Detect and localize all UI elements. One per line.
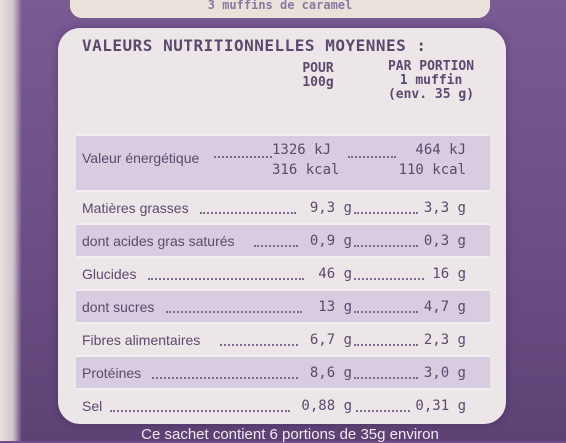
row-name: Protéines — [82, 365, 142, 381]
nutrition-label: VALEURS NUTRITIONNELLES MOYENNES : POUR … — [58, 28, 506, 424]
leader-dots — [354, 311, 418, 313]
row-name: Glucides — [82, 266, 137, 282]
leader-dots — [166, 311, 302, 313]
top-strip: 3 muffins de caramel — [70, 0, 490, 18]
leader-dots — [220, 344, 298, 346]
left-edge — [0, 0, 22, 441]
leader-dots — [354, 377, 418, 379]
table-row: dont acides gras saturés 0,9 g 0,3 g — [76, 223, 490, 256]
table-row: Fibres alimentaires 6,7 g 2,3 g — [76, 322, 490, 355]
row-name: Valeur énergétique — [82, 150, 200, 166]
value-per100: 6,7 g — [309, 332, 352, 348]
leader-dots — [354, 278, 424, 280]
value-per100: 0,88 g — [301, 398, 352, 414]
table-row: Matières grasses 9,3 g 3,3 g — [76, 190, 490, 223]
leader-dots — [348, 156, 396, 158]
value-per100: 46 g — [318, 266, 352, 282]
value-per100-kcal: 316 kcal — [272, 162, 340, 178]
value-portion-kj: 464 kJ — [415, 142, 466, 158]
label-title: VALEURS NUTRITIONNELLES MOYENNES : — [82, 36, 427, 55]
value-portion-kcal: 110 kcal — [398, 162, 466, 178]
footer-text: Ce sachet contient 6 portions de 35g env… — [141, 426, 439, 443]
value-per100: 9,3 g — [309, 200, 352, 216]
value-per100: 0,9 g — [309, 233, 352, 249]
value-portion: 0,31 g — [415, 398, 466, 414]
leader-dots — [152, 377, 298, 379]
value-portion: 2,3 g — [423, 332, 466, 348]
value-portion: 3,3 g — [423, 200, 466, 216]
leader-dots — [354, 245, 418, 247]
leader-dots — [356, 410, 410, 412]
value-per100: 13 g — [318, 299, 352, 315]
value-portion: 0,3 g — [423, 233, 466, 249]
leader-dots — [200, 212, 296, 214]
table-row: dont sucres 13 g 4,7 g — [76, 289, 490, 322]
column-header-per-portion: PAR PORTION 1 muffin (env. 35 g) — [387, 59, 475, 102]
value-per100-kj: 1326 kJ — [272, 142, 332, 158]
column-header-per-100g: POUR 100g — [302, 61, 334, 90]
table-row: Protéines 8,6 g 3,0 g — [76, 355, 490, 388]
leader-dots — [354, 344, 418, 346]
row-name: Fibres alimentaires — [82, 332, 201, 348]
leader-dots — [254, 245, 298, 247]
leader-dots — [354, 212, 418, 214]
value-portion: 4,7 g — [423, 299, 466, 315]
row-name: dont acides gras saturés — [82, 233, 235, 249]
row-name: Sel — [82, 398, 103, 414]
nutrition-table: Valeur énergétique 1326 kJ 316 kcal 464 … — [76, 134, 490, 421]
leader-dots — [148, 278, 304, 280]
leader-dots — [214, 156, 272, 158]
leader-dots — [110, 410, 290, 412]
row-name: Matières grasses — [82, 200, 189, 216]
row-name: dont sucres — [82, 299, 155, 315]
table-row: Sel 0,88 g 0,31 g — [76, 388, 490, 421]
value-portion: 16 g — [432, 266, 466, 282]
value-portion: 3,0 g — [423, 365, 466, 381]
table-row: Glucides 46 g 16 g — [76, 256, 490, 289]
value-per100: 8,6 g — [309, 365, 352, 381]
table-row-energy: Valeur énergétique 1326 kJ 316 kcal 464 … — [76, 134, 490, 190]
